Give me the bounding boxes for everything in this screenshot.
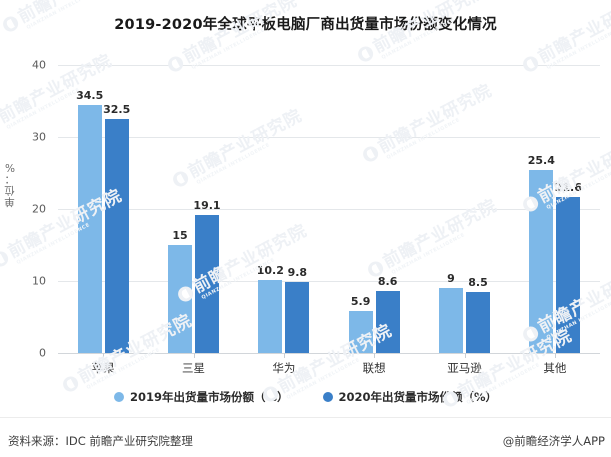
source-text: 资料来源：IDC 前瞻产业研究院整理	[8, 434, 193, 448]
x-axis-label-其他: 其他	[543, 361, 567, 375]
x-axis: 苹果 三星 华为 联想 亚马逊 其他	[58, 353, 600, 379]
x-axis-label-联想: 联想	[362, 361, 386, 375]
chart-legend: 2019年出货量市场份额（%） 2020年出货量市场份额（%）	[0, 389, 611, 405]
x-axis-label-苹果: 苹果	[91, 361, 115, 375]
y-axis-tick-label: 10	[32, 274, 46, 288]
bar-value-label: 9	[447, 272, 455, 286]
bar-value-label: 21.6	[554, 181, 582, 195]
bar-value-label: 25.4	[527, 154, 555, 168]
bar-value-label: 8.5	[468, 275, 488, 289]
bar-联想-2020[interactable]	[375, 291, 400, 353]
bar-其他-2020[interactable]	[556, 197, 581, 353]
y-axis-tick-label: 0	[39, 346, 46, 360]
x-axis-tick	[374, 353, 376, 358]
x-axis-tick	[464, 353, 466, 358]
gridline	[58, 65, 600, 66]
gridline	[58, 137, 600, 138]
x-axis-tick	[193, 353, 195, 358]
bar-亚马逊-2019[interactable]	[439, 288, 463, 353]
x-axis-tick	[103, 353, 105, 358]
bar-value-label: 15	[172, 229, 188, 242]
x-axis-label-三星: 三星	[182, 361, 205, 375]
bar-亚马逊-2020[interactable]	[466, 291, 490, 353]
bar-三星-2019[interactable]	[168, 245, 192, 353]
chart-footer: 资料来源：IDC 前瞻产业研究院整理 @前瞻经济学人APP	[0, 425, 611, 457]
gridline	[58, 209, 600, 210]
bar-苹果-2019[interactable]	[77, 104, 102, 353]
legend-swatch-circle-icon	[113, 392, 124, 402]
y-axis-tick-label: 20	[32, 202, 46, 216]
watermark-circle-icon	[355, 43, 376, 65]
bar-华为-2019[interactable]	[258, 279, 283, 353]
bar-value-label: 19.1	[193, 199, 221, 213]
bar-华为-2020[interactable]	[285, 282, 310, 353]
x-axis-label-亚马逊: 亚马逊	[447, 361, 482, 375]
bar-其他-2019[interactable]	[529, 170, 554, 353]
x-axis-label-华为: 华为	[272, 361, 296, 375]
bar-value-label: 10.2	[256, 263, 284, 277]
legend-item-2020[interactable]: 2020年出货量市场份额（%）	[322, 389, 498, 405]
plot-area: 34.5 32.5 15 19.1 10.2 9.8 5.9 8.6 9 8.5 25.4 21.6	[58, 65, 600, 354]
brand-watermark-text: @前瞻经济学人APP	[502, 434, 605, 448]
bar-苹果-2020[interactable]	[104, 119, 129, 353]
legend-item-2019[interactable]: 2019年出货量市场份额（%）	[113, 389, 289, 405]
legend-label: 2020年出货量市场份额（%）	[338, 390, 498, 404]
chart-title: 2019-2020年全球平板电脑厂商出货量市场份额变化情况	[114, 17, 497, 33]
bar-三星-2020[interactable]	[195, 215, 219, 353]
x-axis-tick	[554, 353, 556, 358]
y-axis-tick-label: 40	[32, 58, 46, 72]
legend-label: 2019年出货量市场份额（%）	[129, 390, 289, 404]
gridline	[58, 353, 600, 354]
bar-联想-2019[interactable]	[348, 310, 373, 353]
bar-value-label: 9.8	[287, 266, 308, 280]
bar-value-label: 5.9	[350, 294, 371, 308]
footer-divider	[0, 417, 611, 418]
x-axis-tick	[283, 353, 285, 358]
gridline	[58, 281, 600, 282]
y-axis-tick-label: 30	[32, 130, 46, 144]
bar-value-label: 8.6	[377, 275, 398, 289]
legend-swatch-circle-icon	[322, 392, 333, 402]
y-axis-tick-labels: 0 10 20 30 40	[0, 59, 52, 360]
bar-value-label: 32.5	[103, 103, 131, 116]
bar-value-label: 34.5	[76, 88, 104, 102]
